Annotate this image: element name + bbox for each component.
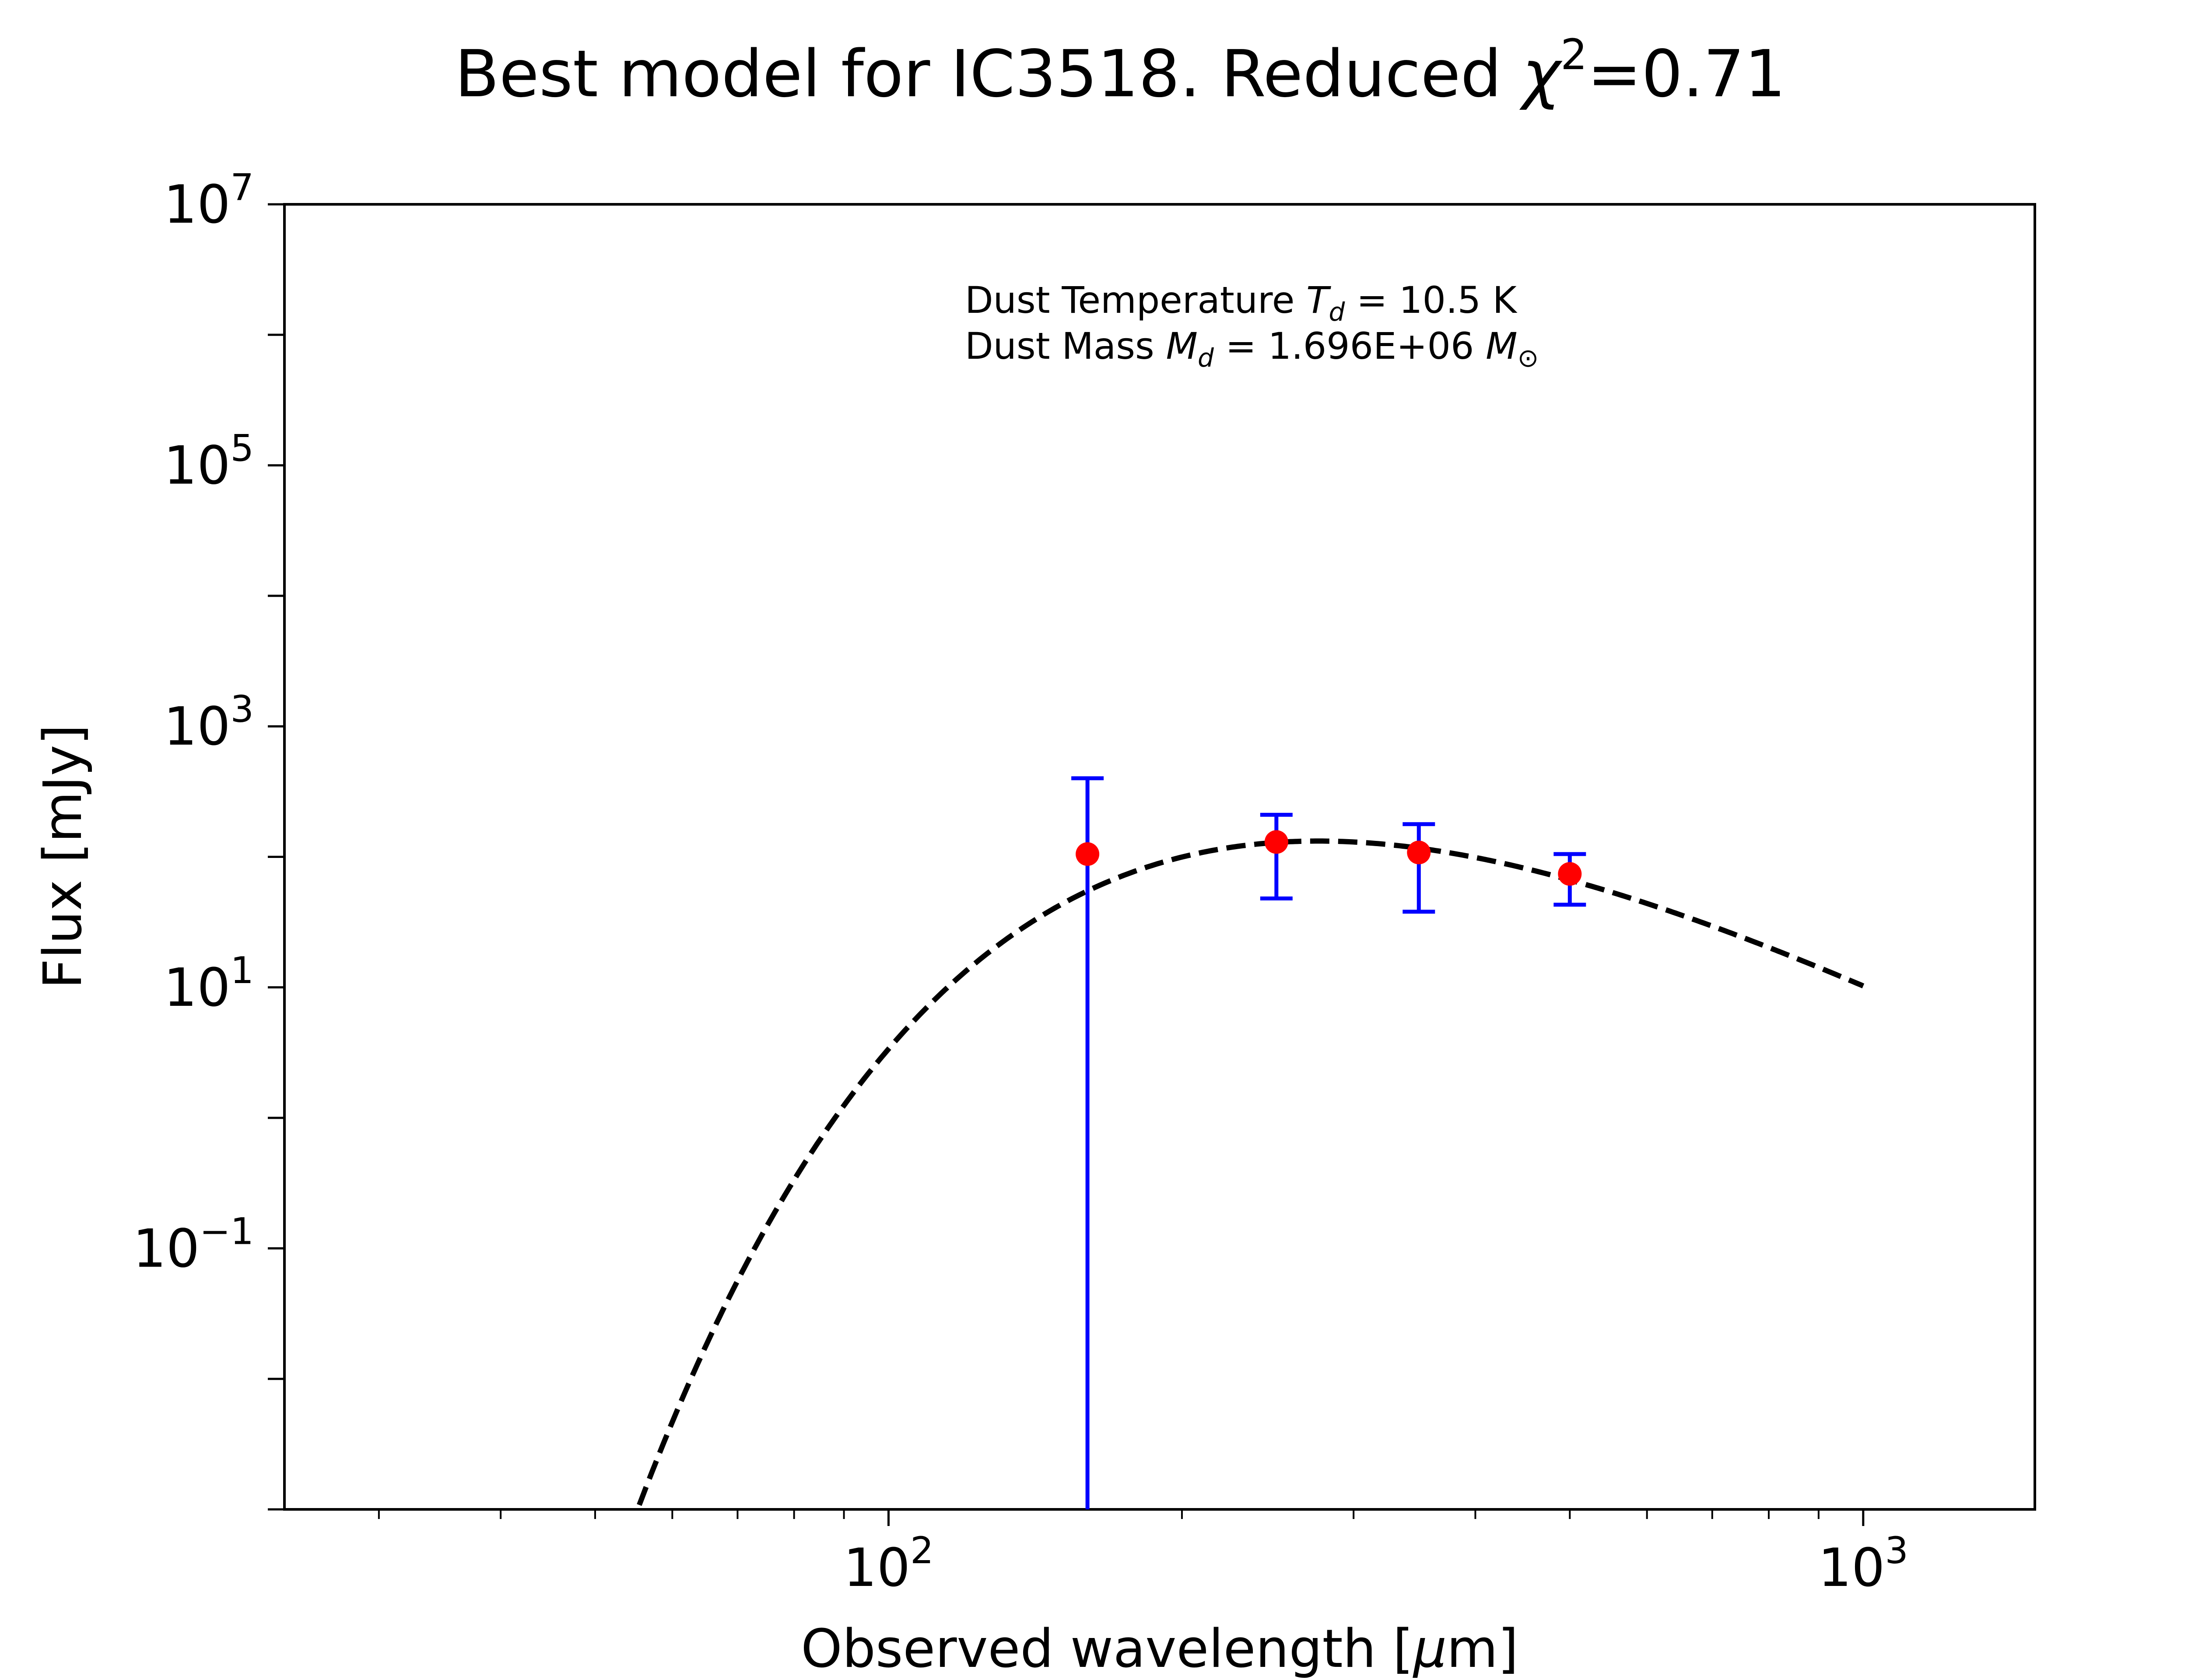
- y-tick-label: 10−1: [133, 1210, 254, 1279]
- model-curve: [637, 838, 1865, 1506]
- data-point: [1558, 862, 1582, 886]
- chart-title: Best model for IC3518. Reduced χ2=0.71: [455, 30, 1786, 112]
- error-bars: [1071, 776, 1586, 1509]
- y-axis-label: Flux [mJy]: [33, 724, 94, 989]
- y-tick-label: 101: [164, 949, 254, 1018]
- model-curve-line: [637, 838, 1865, 1506]
- data-point: [1407, 840, 1431, 864]
- dust-mass-annotation: Dust Mass Md = 1.696E+06 M⊙: [965, 325, 1539, 373]
- data-point: [1264, 830, 1288, 854]
- axis-ticks: [268, 203, 1865, 1526]
- x-tick-labels: 102 103: [843, 1529, 1908, 1599]
- y-tick-labels: 10−1 101 103 105 107: [133, 166, 254, 1279]
- data-points: [1076, 830, 1582, 886]
- plot-area: [283, 203, 2036, 1511]
- x-tick-label: 103: [1818, 1529, 1908, 1599]
- y-tick-label: 107: [164, 166, 254, 235]
- dust-temperature-annotation: Dust Temperature Td = 10.5 K: [965, 279, 1518, 327]
- y-tick-label: 103: [164, 688, 254, 757]
- y-tick-label: 105: [164, 427, 254, 497]
- x-tick-label: 102: [843, 1529, 933, 1599]
- x-axis-label: Observed wavelength [μm]: [801, 1619, 1518, 1680]
- data-point: [1076, 842, 1100, 866]
